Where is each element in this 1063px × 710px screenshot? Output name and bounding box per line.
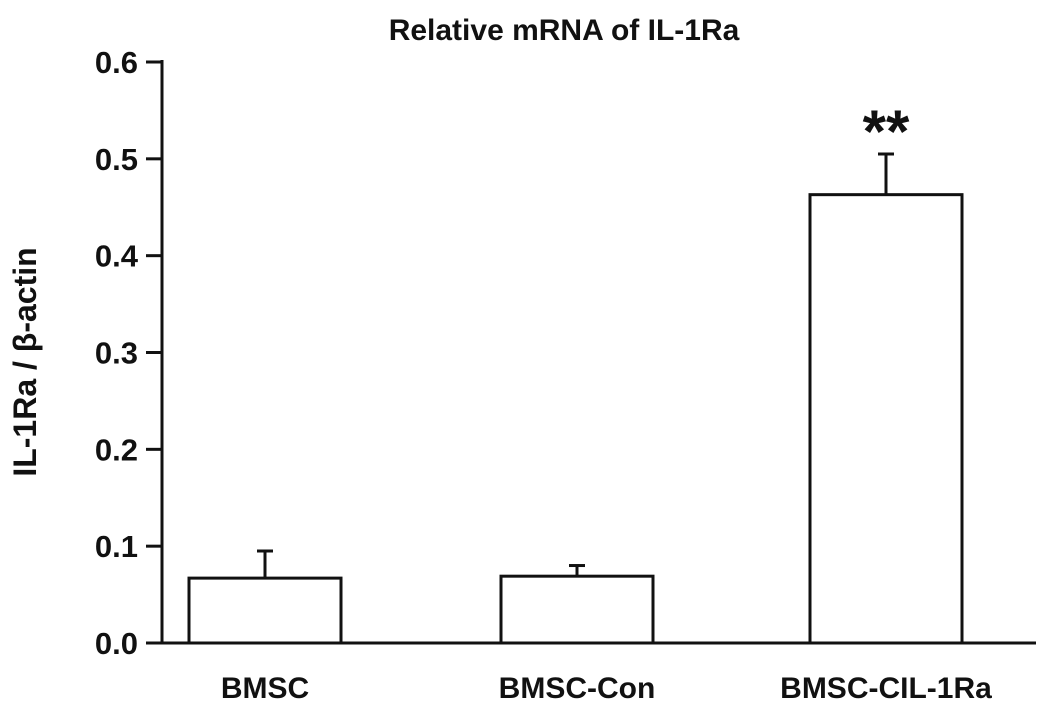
- annotations: **: [863, 98, 910, 165]
- x-tick-label: BMSC-CIL-1Ra: [780, 672, 992, 705]
- y-tick-label: 0.3: [95, 336, 138, 371]
- significance-marker: **: [863, 98, 910, 165]
- y-tick-label: 0.2: [95, 432, 138, 467]
- bar-bmsc-cil-1ra: [808, 193, 964, 645]
- x-axis-labels: BMSC BMSC-Con BMSC-CIL-1Ra: [221, 672, 992, 705]
- bar-bmsc-con: [499, 574, 655, 645]
- y-axis-label: IL-1Ra / β-actin: [7, 247, 43, 476]
- x-tick-label: BMSC-Con: [499, 672, 656, 705]
- y-tick-label: 0.4: [95, 239, 139, 274]
- y-axis-ticks: 0.0 0.1 0.2 0.3 0.4 0.5 0.6: [95, 45, 162, 661]
- y-tick-label: 0.6: [95, 45, 138, 80]
- y-tick-label: 0.5: [95, 142, 138, 177]
- y-tick-label: 0.1: [95, 529, 138, 564]
- error-bars: [257, 152, 894, 579]
- chart-title: Relative mRNA of IL-1Ra: [389, 14, 740, 47]
- y-tick-label: 0.0: [95, 626, 138, 661]
- bar-bmsc: [187, 576, 343, 645]
- x-tick-label: BMSC: [221, 672, 309, 705]
